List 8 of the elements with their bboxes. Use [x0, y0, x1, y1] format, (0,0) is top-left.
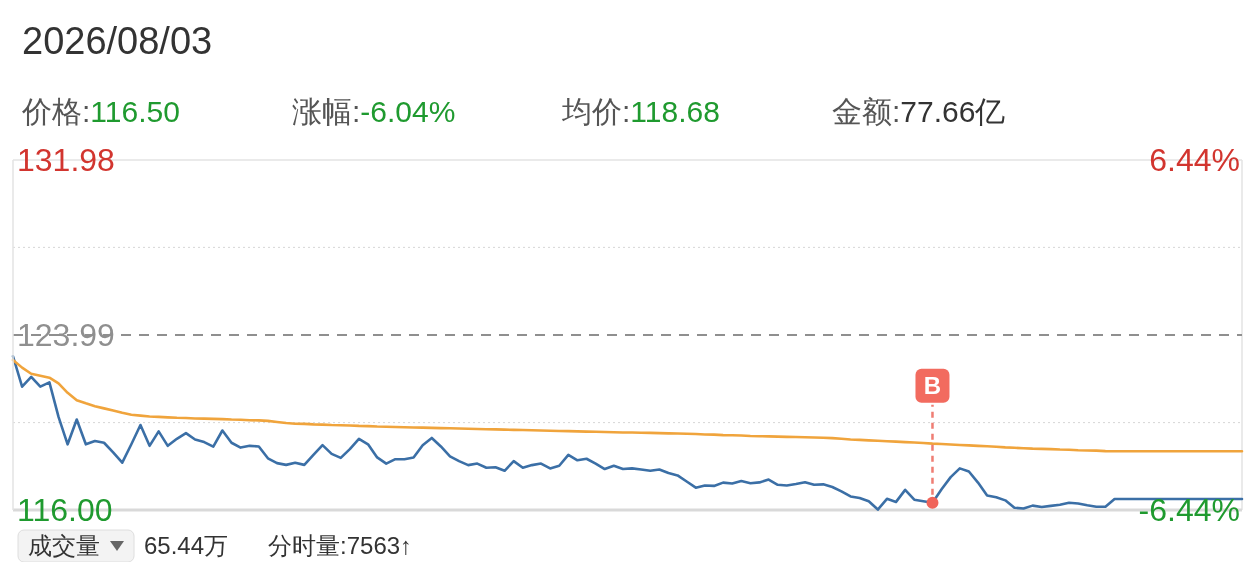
title: 2026/08/03 — [22, 20, 213, 62]
y2-axis-tick-label: 6.44% — [1149, 142, 1240, 178]
y-axis-tick-label: 123.99 — [17, 317, 115, 353]
y2-axis-tick-label: -6.44% — [1138, 492, 1240, 528]
y-axis-tick-label: 116.00 — [17, 492, 113, 528]
y-axis-tick-label: 131.98 — [17, 142, 115, 178]
button-volume-dropdown: 成交量 — [17, 529, 135, 562]
annotation: B — [923, 372, 942, 400]
